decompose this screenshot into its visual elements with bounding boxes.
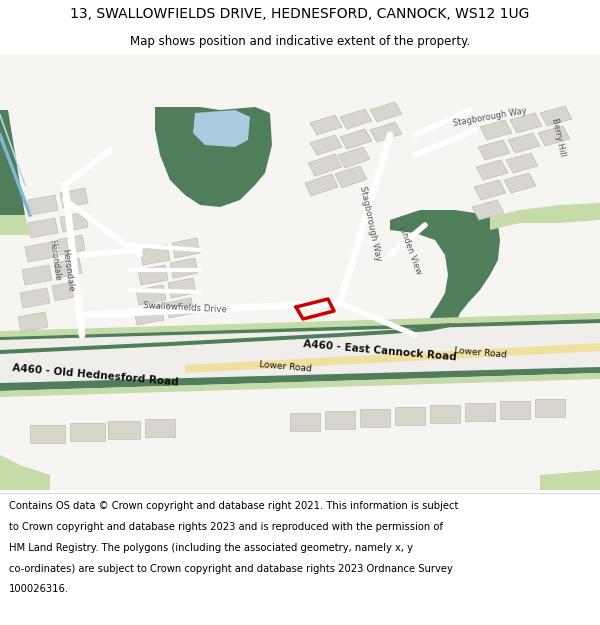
Polygon shape (0, 455, 50, 490)
Text: Linden View: Linden View (397, 224, 423, 276)
Polygon shape (390, 210, 500, 355)
Polygon shape (60, 212, 88, 232)
Polygon shape (465, 403, 495, 421)
Text: Berry Hill: Berry Hill (550, 117, 566, 157)
Text: co-ordinates) are subject to Crown copyright and database rights 2023 Ordnance S: co-ordinates) are subject to Crown copyr… (9, 564, 453, 574)
Polygon shape (185, 343, 600, 373)
Text: Stagborough Way: Stagborough Way (358, 184, 382, 261)
Text: HM Land Registry. The polygons (including the associated geometry, namely x, y: HM Land Registry. The polygons (includin… (9, 542, 413, 552)
Polygon shape (134, 305, 164, 325)
Polygon shape (57, 235, 85, 255)
Polygon shape (290, 413, 320, 431)
Polygon shape (0, 323, 600, 383)
Polygon shape (508, 133, 540, 153)
Polygon shape (193, 110, 250, 147)
Text: to Crown copyright and database rights 2023 and is reproduced with the permissio: to Crown copyright and database rights 2… (9, 522, 443, 532)
Polygon shape (538, 126, 570, 146)
Text: Lower Road: Lower Road (259, 360, 311, 374)
Text: 100026316.: 100026316. (9, 584, 69, 594)
Polygon shape (54, 258, 82, 278)
Polygon shape (0, 323, 450, 354)
Polygon shape (52, 281, 80, 301)
Polygon shape (370, 122, 402, 142)
Polygon shape (166, 298, 194, 318)
Polygon shape (168, 278, 196, 298)
Polygon shape (140, 245, 170, 265)
Text: Herondale: Herondale (61, 248, 76, 292)
Polygon shape (340, 109, 372, 129)
Polygon shape (28, 218, 58, 238)
Polygon shape (145, 419, 175, 437)
Polygon shape (510, 113, 542, 133)
Polygon shape (370, 102, 402, 122)
Polygon shape (25, 242, 55, 262)
Polygon shape (155, 107, 272, 207)
Polygon shape (60, 188, 88, 208)
Polygon shape (474, 180, 506, 200)
Polygon shape (500, 401, 530, 419)
Polygon shape (360, 409, 390, 427)
Polygon shape (70, 423, 105, 441)
Polygon shape (535, 399, 565, 417)
Polygon shape (108, 421, 140, 439)
Polygon shape (28, 195, 58, 215)
Polygon shape (540, 470, 600, 490)
Polygon shape (0, 319, 600, 391)
Polygon shape (308, 154, 342, 176)
Polygon shape (506, 153, 538, 173)
Polygon shape (22, 265, 52, 285)
Polygon shape (0, 373, 600, 397)
Polygon shape (18, 312, 48, 332)
Text: Map shows position and indicative extent of the property.: Map shows position and indicative extent… (130, 35, 470, 48)
Polygon shape (170, 258, 198, 278)
Polygon shape (340, 129, 372, 149)
Polygon shape (478, 140, 510, 160)
Polygon shape (20, 288, 50, 308)
Text: Herondale: Herondale (47, 239, 62, 281)
Polygon shape (504, 173, 536, 193)
Polygon shape (490, 203, 600, 230)
Polygon shape (0, 215, 30, 235)
Polygon shape (540, 106, 572, 126)
Polygon shape (136, 285, 166, 305)
Polygon shape (472, 200, 504, 220)
Text: Swallowfields Drive: Swallowfields Drive (143, 301, 227, 314)
Text: A460 - Old Hednesford Road: A460 - Old Hednesford Road (11, 362, 179, 388)
Polygon shape (0, 110, 25, 215)
Polygon shape (138, 265, 168, 285)
Text: Lower Road: Lower Road (454, 346, 506, 360)
Text: Stagborough Way: Stagborough Way (452, 106, 527, 128)
Polygon shape (430, 405, 460, 423)
Polygon shape (0, 55, 600, 490)
Polygon shape (310, 115, 342, 135)
Text: Contains OS data © Crown copyright and database right 2021. This information is : Contains OS data © Crown copyright and d… (9, 501, 458, 511)
Polygon shape (325, 411, 355, 429)
Polygon shape (0, 313, 600, 337)
Polygon shape (395, 407, 425, 425)
Polygon shape (305, 174, 338, 196)
Polygon shape (30, 425, 65, 443)
Text: 13, SWALLOWFIELDS DRIVE, HEDNESFORD, CANNOCK, WS12 1UG: 13, SWALLOWFIELDS DRIVE, HEDNESFORD, CAN… (70, 7, 530, 21)
Polygon shape (172, 238, 200, 258)
Polygon shape (338, 147, 370, 168)
Polygon shape (335, 166, 367, 188)
Text: A460 - East Cannock Road: A460 - East Cannock Road (303, 339, 457, 362)
Polygon shape (310, 135, 342, 155)
Polygon shape (476, 160, 508, 180)
Polygon shape (480, 120, 512, 140)
